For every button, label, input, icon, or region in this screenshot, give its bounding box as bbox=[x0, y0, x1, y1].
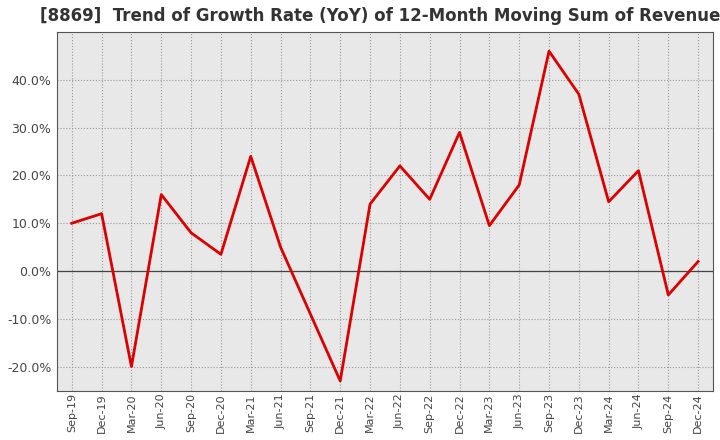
Title: [8869]  Trend of Growth Rate (YoY) of 12-Month Moving Sum of Revenues: [8869] Trend of Growth Rate (YoY) of 12-… bbox=[40, 7, 720, 25]
